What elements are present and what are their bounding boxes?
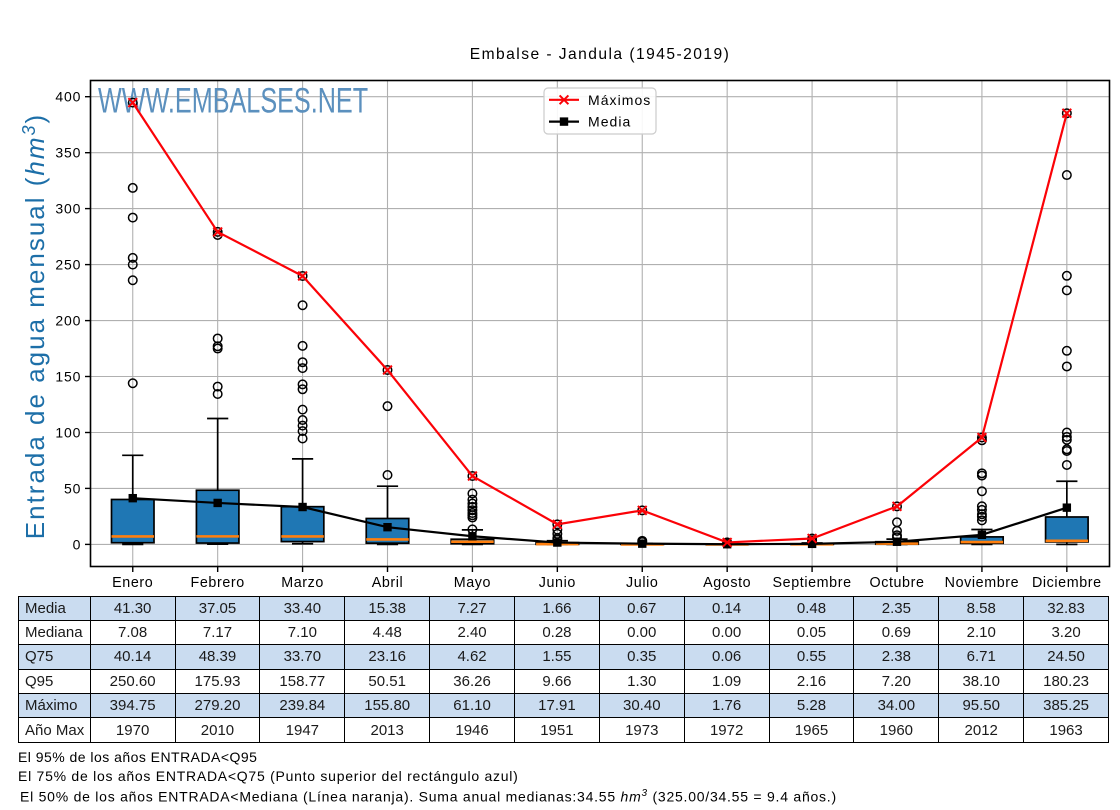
svg-text:0: 0 (73, 536, 82, 552)
svg-text:400: 400 (55, 89, 81, 105)
svg-text:Media: Media (588, 114, 631, 130)
svg-text:Mayo: Mayo (454, 575, 491, 591)
svg-text:50: 50 (64, 480, 81, 496)
svg-text:250: 250 (55, 257, 81, 273)
svg-text:Febrero: Febrero (191, 575, 245, 591)
svg-text:Entrada de agua mensual (hm3): Entrada de agua mensual (hm3) (19, 113, 50, 539)
svg-text:Marzo: Marzo (281, 575, 324, 591)
svg-text:Abril: Abril (372, 575, 404, 591)
svg-text:Enero: Enero (112, 575, 153, 591)
svg-text:Septiembre: Septiembre (773, 575, 852, 591)
svg-text:Julio: Julio (626, 575, 658, 591)
svg-text:Noviembre: Noviembre (945, 575, 1020, 591)
svg-text:300: 300 (55, 201, 81, 217)
svg-text:100: 100 (55, 425, 81, 441)
svg-text:200: 200 (55, 313, 81, 329)
svg-text:Octubre: Octubre (869, 575, 924, 591)
svg-text:WWW.EMBALSES.NET: WWW.EMBALSES.NET (98, 80, 368, 120)
svg-text:150: 150 (55, 369, 81, 385)
svg-text:Junio: Junio (539, 575, 576, 591)
svg-text:Embalse - Jandula (1945-2019): Embalse - Jandula (1945-2019) (470, 46, 731, 63)
svg-text:Máximos: Máximos (588, 92, 651, 108)
svg-text:Diciembre: Diciembre (1032, 575, 1102, 591)
svg-text:350: 350 (55, 145, 81, 161)
svg-text:Agosto: Agosto (703, 575, 751, 591)
